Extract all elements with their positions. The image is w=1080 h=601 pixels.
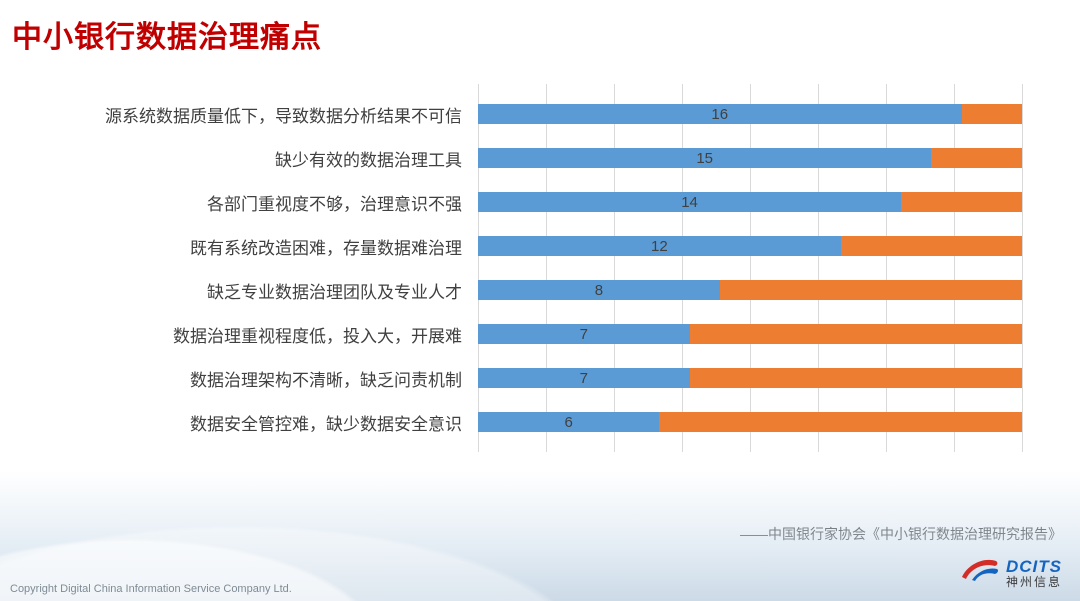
logo-main-text: DCITS: [1005, 556, 1062, 576]
gridline: [546, 84, 547, 452]
page-title: 中小银行数据治理痛点: [12, 21, 322, 54]
gridline: [614, 84, 615, 452]
gridline: [818, 84, 819, 452]
category-label: 各部门重视度不够，治理意识不强: [207, 194, 462, 214]
bar-segment-secondary: [840, 236, 1022, 256]
copyright-text: Copyright Digital China Information Serv…: [10, 583, 292, 595]
bar-segment-secondary: [689, 324, 1022, 344]
bar-segment-primary: 6: [478, 412, 660, 432]
bar-track: 7: [478, 368, 1022, 388]
category-label: 既有系统改造困难，存量数据难治理: [190, 238, 462, 258]
bar-segment-primary: 12: [478, 236, 841, 256]
logo-sub-text: 神州信息: [1005, 575, 1062, 590]
value-label: 6: [564, 413, 573, 431]
chart-row: 数据安全管控难，缺少数据安全意识 6: [8, 400, 1022, 444]
gridlines: [478, 84, 1023, 452]
bar-track: 8: [478, 280, 1022, 300]
bar-segment-secondary: [659, 412, 1022, 432]
value-label: 7: [579, 325, 588, 343]
bar-track: 6: [478, 412, 1022, 432]
bar-track: 14: [478, 192, 1022, 212]
value-label: 12: [650, 237, 668, 255]
bar-segment-secondary: [961, 104, 1022, 124]
category-label: 缺乏专业数据治理团队及专业人才: [207, 282, 462, 302]
bar-track: 12: [478, 236, 1022, 256]
logo-text-block: DCITS 神州信息: [1005, 556, 1062, 590]
bar-segment-primary: 14: [478, 192, 902, 212]
gridline: [682, 84, 683, 452]
gridline: [954, 84, 955, 452]
bar-track: 16: [478, 104, 1022, 124]
bar-segment-secondary: [689, 368, 1022, 388]
chart-row: 缺少有效的数据治理工具 15: [8, 136, 1022, 180]
value-label: 7: [579, 369, 588, 387]
category-label: 数据安全管控难，缺少数据安全意识: [190, 414, 462, 434]
bar-segment-primary: 8: [478, 280, 720, 300]
pain-points-bar-chart: 源系统数据质量低下，导致数据分析结果不可信 16 缺少有效的数据治理工具 15 各部门重…: [8, 84, 1023, 452]
bar-segment-secondary: [901, 192, 1022, 212]
bar-track: 15: [478, 148, 1022, 168]
chart-row: 数据治理架构不清晰，缺乏问责机制 7: [8, 356, 1022, 400]
bar-segment-primary: 7: [478, 324, 690, 344]
chart-row: 缺乏专业数据治理团队及专业人才 8: [8, 268, 1022, 312]
category-label: 源系统数据质量低下，导致数据分析结果不可信: [105, 106, 462, 126]
dcits-swoosh-icon: [960, 556, 1000, 591]
bar-segment-primary: 15: [478, 148, 932, 168]
chart-row: 各部门重视度不够，治理意识不强 14: [8, 180, 1022, 224]
category-label: 数据治理架构不清晰，缺乏问责机制: [190, 370, 462, 390]
bar-segment-secondary: [719, 280, 1022, 300]
chart-row: 源系统数据质量低下，导致数据分析结果不可信 16: [8, 92, 1022, 136]
value-label: 8: [594, 281, 604, 299]
chart-row: 既有系统改造困难，存量数据难治理 12: [8, 224, 1022, 268]
dcits-logo: DCITS 神州信息: [960, 556, 1062, 591]
bar-track: 7: [478, 324, 1022, 344]
gridline: [886, 84, 887, 452]
gridline: [750, 84, 751, 452]
category-label: 数据治理重视程度低，投入大，开展难: [173, 326, 462, 346]
chart-row: 数据治理重视程度低，投入大，开展难 7: [8, 312, 1022, 356]
bar-segment-primary: 7: [478, 368, 690, 388]
category-label: 缺少有效的数据治理工具: [275, 150, 462, 170]
source-note: ——中国银行家协会《中小银行数据治理研究报告》: [740, 526, 1062, 542]
value-label: 16: [711, 105, 729, 123]
gridline: [1022, 84, 1023, 452]
bar-segment-primary: 16: [478, 104, 962, 124]
gridline: [478, 84, 479, 452]
value-label: 14: [681, 193, 698, 211]
bar-segment-secondary: [931, 148, 1022, 168]
chart-rows: 源系统数据质量低下，导致数据分析结果不可信 16 缺少有效的数据治理工具 15 各部门重…: [8, 92, 1022, 444]
value-label: 15: [696, 149, 713, 167]
